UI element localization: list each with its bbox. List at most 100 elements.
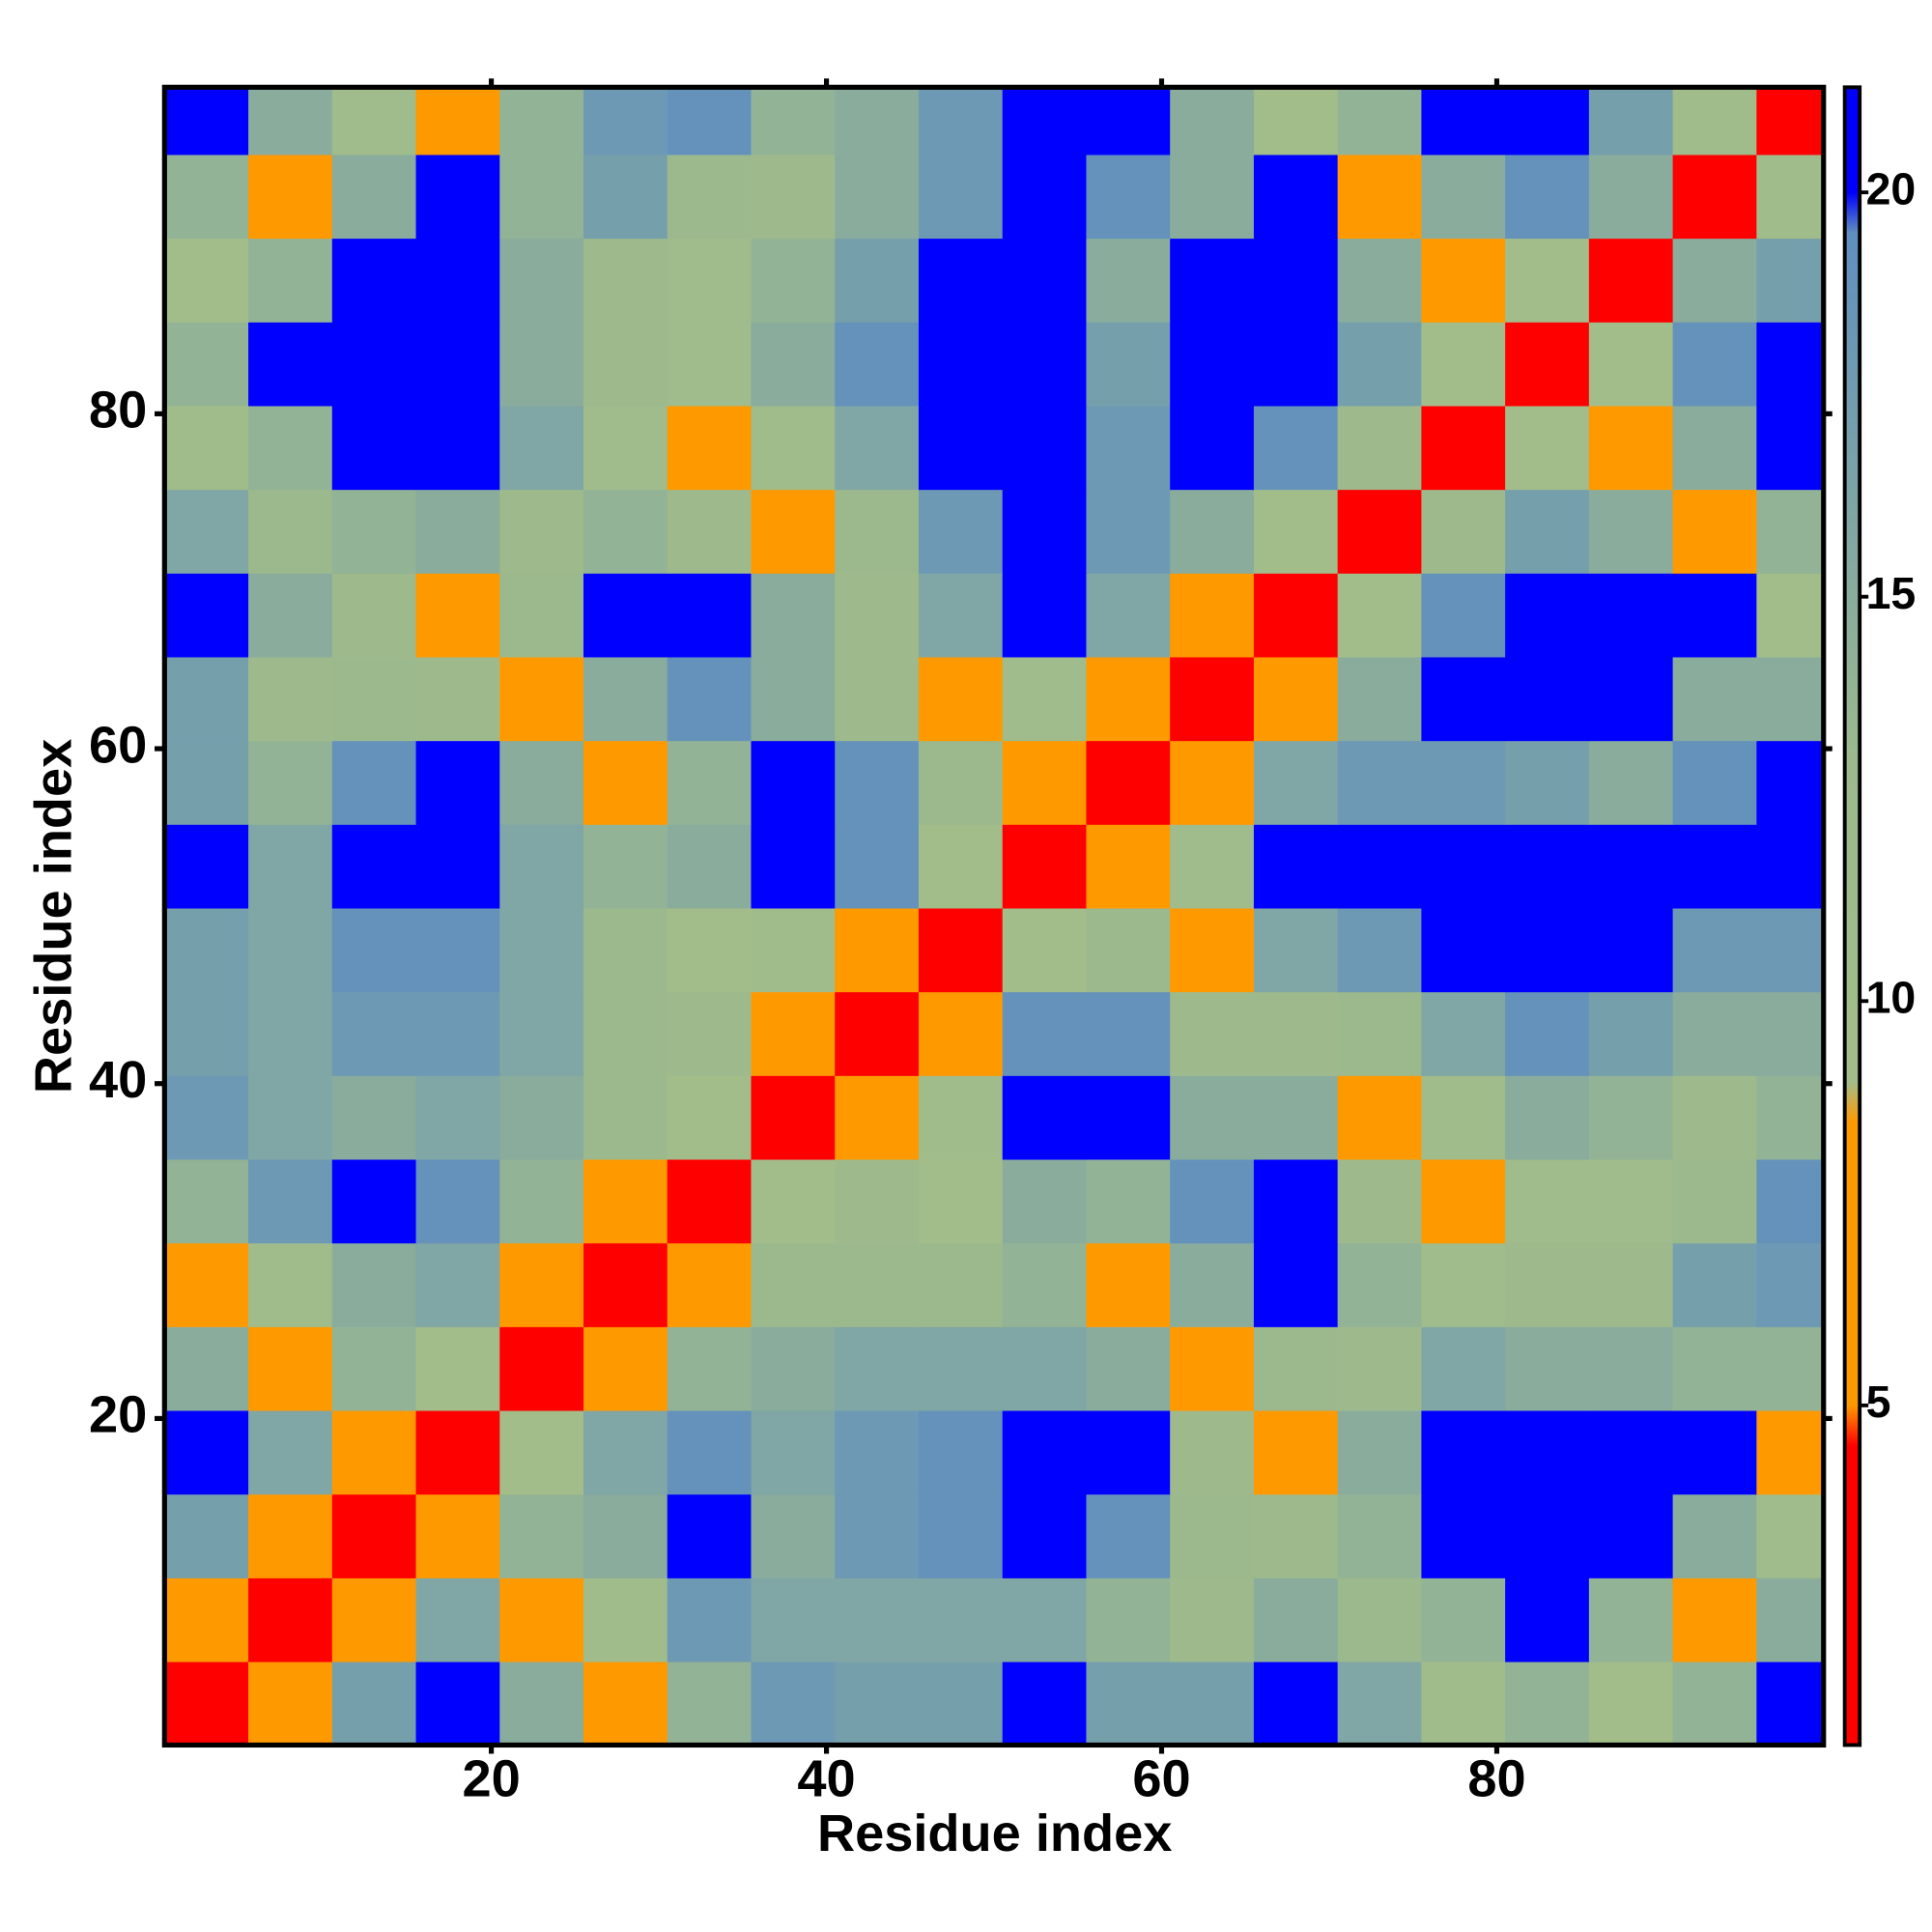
heatmap-cell bbox=[248, 238, 333, 323]
heatmap-cell bbox=[415, 1075, 501, 1160]
heatmap-cell bbox=[583, 1326, 668, 1411]
heatmap-cell bbox=[164, 1242, 249, 1327]
heatmap-cell bbox=[499, 1409, 584, 1495]
heatmap-cell bbox=[1756, 87, 1824, 156]
heatmap-cell bbox=[918, 1158, 1004, 1244]
heatmap-cell bbox=[835, 1075, 920, 1160]
heatmap-cell bbox=[918, 1326, 1004, 1411]
heatmap-cell bbox=[164, 405, 249, 491]
heatmap-cell bbox=[1337, 1493, 1423, 1578]
heatmap-cell bbox=[1421, 322, 1506, 407]
heatmap-cell bbox=[1086, 87, 1171, 156]
heatmap-cell bbox=[1421, 824, 1506, 909]
heatmap-cell bbox=[918, 405, 1004, 491]
heatmap-cell bbox=[583, 991, 668, 1076]
heatmap-cell bbox=[1337, 154, 1423, 240]
heatmap-cell bbox=[1002, 1661, 1088, 1746]
heatmap-cell bbox=[164, 824, 249, 909]
heatmap-cell bbox=[918, 824, 1004, 909]
heatmap-cell bbox=[164, 1493, 249, 1578]
heatmap-cell bbox=[1337, 1326, 1423, 1411]
heatmap-cell bbox=[1086, 907, 1171, 993]
heatmap-cell bbox=[1505, 1242, 1590, 1327]
x-axis-label: Residue index bbox=[817, 1804, 1172, 1862]
heatmap-cell bbox=[499, 322, 584, 407]
heatmap-cell bbox=[1756, 1661, 1824, 1746]
heatmap-cell bbox=[1253, 1242, 1339, 1327]
heatmap-cell bbox=[1170, 1242, 1255, 1327]
heatmap-cell bbox=[1421, 489, 1506, 574]
heatmap-cell bbox=[1086, 405, 1171, 491]
heatmap-cell bbox=[1002, 87, 1088, 156]
heatmap-cell bbox=[835, 656, 920, 742]
heatmap-cell bbox=[1337, 1409, 1423, 1495]
heatmap-cell bbox=[751, 87, 837, 156]
heatmap-cell bbox=[583, 405, 668, 491]
heatmap-cell bbox=[499, 656, 584, 742]
heatmap-cell bbox=[1672, 1409, 1758, 1495]
heatmap-cell bbox=[835, 238, 920, 323]
heatmap-cell bbox=[1170, 405, 1255, 491]
heatmap-cell bbox=[1756, 573, 1824, 658]
heatmap-cell bbox=[1170, 489, 1255, 574]
heatmap-cell bbox=[1253, 1409, 1339, 1495]
heatmap-cell bbox=[1337, 991, 1423, 1076]
heatmap-cell bbox=[667, 238, 753, 323]
heatmap-cell bbox=[415, 1409, 501, 1495]
heatmap-cell bbox=[835, 154, 920, 240]
heatmap-cell bbox=[1253, 1075, 1339, 1160]
heatmap-cell bbox=[1672, 489, 1758, 574]
heatmap-cell bbox=[1421, 907, 1506, 993]
heatmap-cell bbox=[835, 1326, 920, 1411]
heatmap-cell bbox=[583, 1158, 668, 1244]
heatmap-cell bbox=[499, 824, 584, 909]
heatmap-cell bbox=[1086, 1661, 1171, 1746]
heatmap-cell bbox=[499, 154, 584, 240]
heatmap-cell bbox=[415, 322, 501, 407]
heatmap-cell bbox=[248, 1409, 333, 1495]
heatmap-cell bbox=[1253, 824, 1339, 909]
heatmap-cell bbox=[918, 656, 1004, 742]
heatmap-cell bbox=[1505, 238, 1590, 323]
heatmap-cell bbox=[499, 1242, 584, 1327]
x-tick-label: 60 bbox=[1132, 1749, 1190, 1807]
heatmap-cell bbox=[1170, 907, 1255, 993]
y-axis-label: Residue index bbox=[25, 739, 83, 1094]
heatmap-cell bbox=[499, 489, 584, 574]
heatmap-cell bbox=[1756, 991, 1824, 1076]
heatmap-cell bbox=[1421, 1661, 1506, 1746]
heatmap-cells bbox=[164, 87, 1824, 1746]
heatmap-cell bbox=[1756, 1242, 1824, 1327]
heatmap-cell bbox=[835, 740, 920, 825]
heatmap-cell bbox=[1672, 322, 1758, 407]
heatmap-cell bbox=[415, 824, 501, 909]
heatmap-cell bbox=[1002, 907, 1088, 993]
heatmap-cell bbox=[1588, 1577, 1674, 1662]
heatmap-cell bbox=[499, 740, 584, 825]
heatmap-cell bbox=[751, 573, 837, 658]
heatmap-cell bbox=[248, 907, 333, 993]
heatmap-cell bbox=[164, 573, 249, 658]
heatmap-cell bbox=[1421, 405, 1506, 491]
heatmap-cell bbox=[331, 322, 417, 407]
heatmap-cell bbox=[1756, 238, 1824, 323]
heatmap-cell bbox=[1421, 991, 1506, 1076]
heatmap-cell bbox=[248, 573, 333, 658]
heatmap-cell bbox=[1756, 322, 1824, 407]
heatmap-cell bbox=[1253, 573, 1339, 658]
heatmap-cell bbox=[918, 489, 1004, 574]
heatmap-cell bbox=[1672, 907, 1758, 993]
heatmap-cell bbox=[667, 991, 753, 1076]
heatmap-cell bbox=[1672, 87, 1758, 156]
heatmap-cell bbox=[331, 489, 417, 574]
colorbar-tick-label: 10 bbox=[1866, 973, 1917, 1023]
heatmap-cell bbox=[1505, 1158, 1590, 1244]
heatmap-cell bbox=[1337, 87, 1423, 156]
y-tick-label: 40 bbox=[89, 1051, 147, 1109]
heatmap-cell bbox=[331, 907, 417, 993]
heatmap-cell bbox=[751, 991, 837, 1076]
heatmap-cell bbox=[1672, 238, 1758, 323]
heatmap-cell bbox=[1170, 238, 1255, 323]
heatmap-cell bbox=[331, 1409, 417, 1495]
heatmap-cell bbox=[918, 1661, 1004, 1746]
